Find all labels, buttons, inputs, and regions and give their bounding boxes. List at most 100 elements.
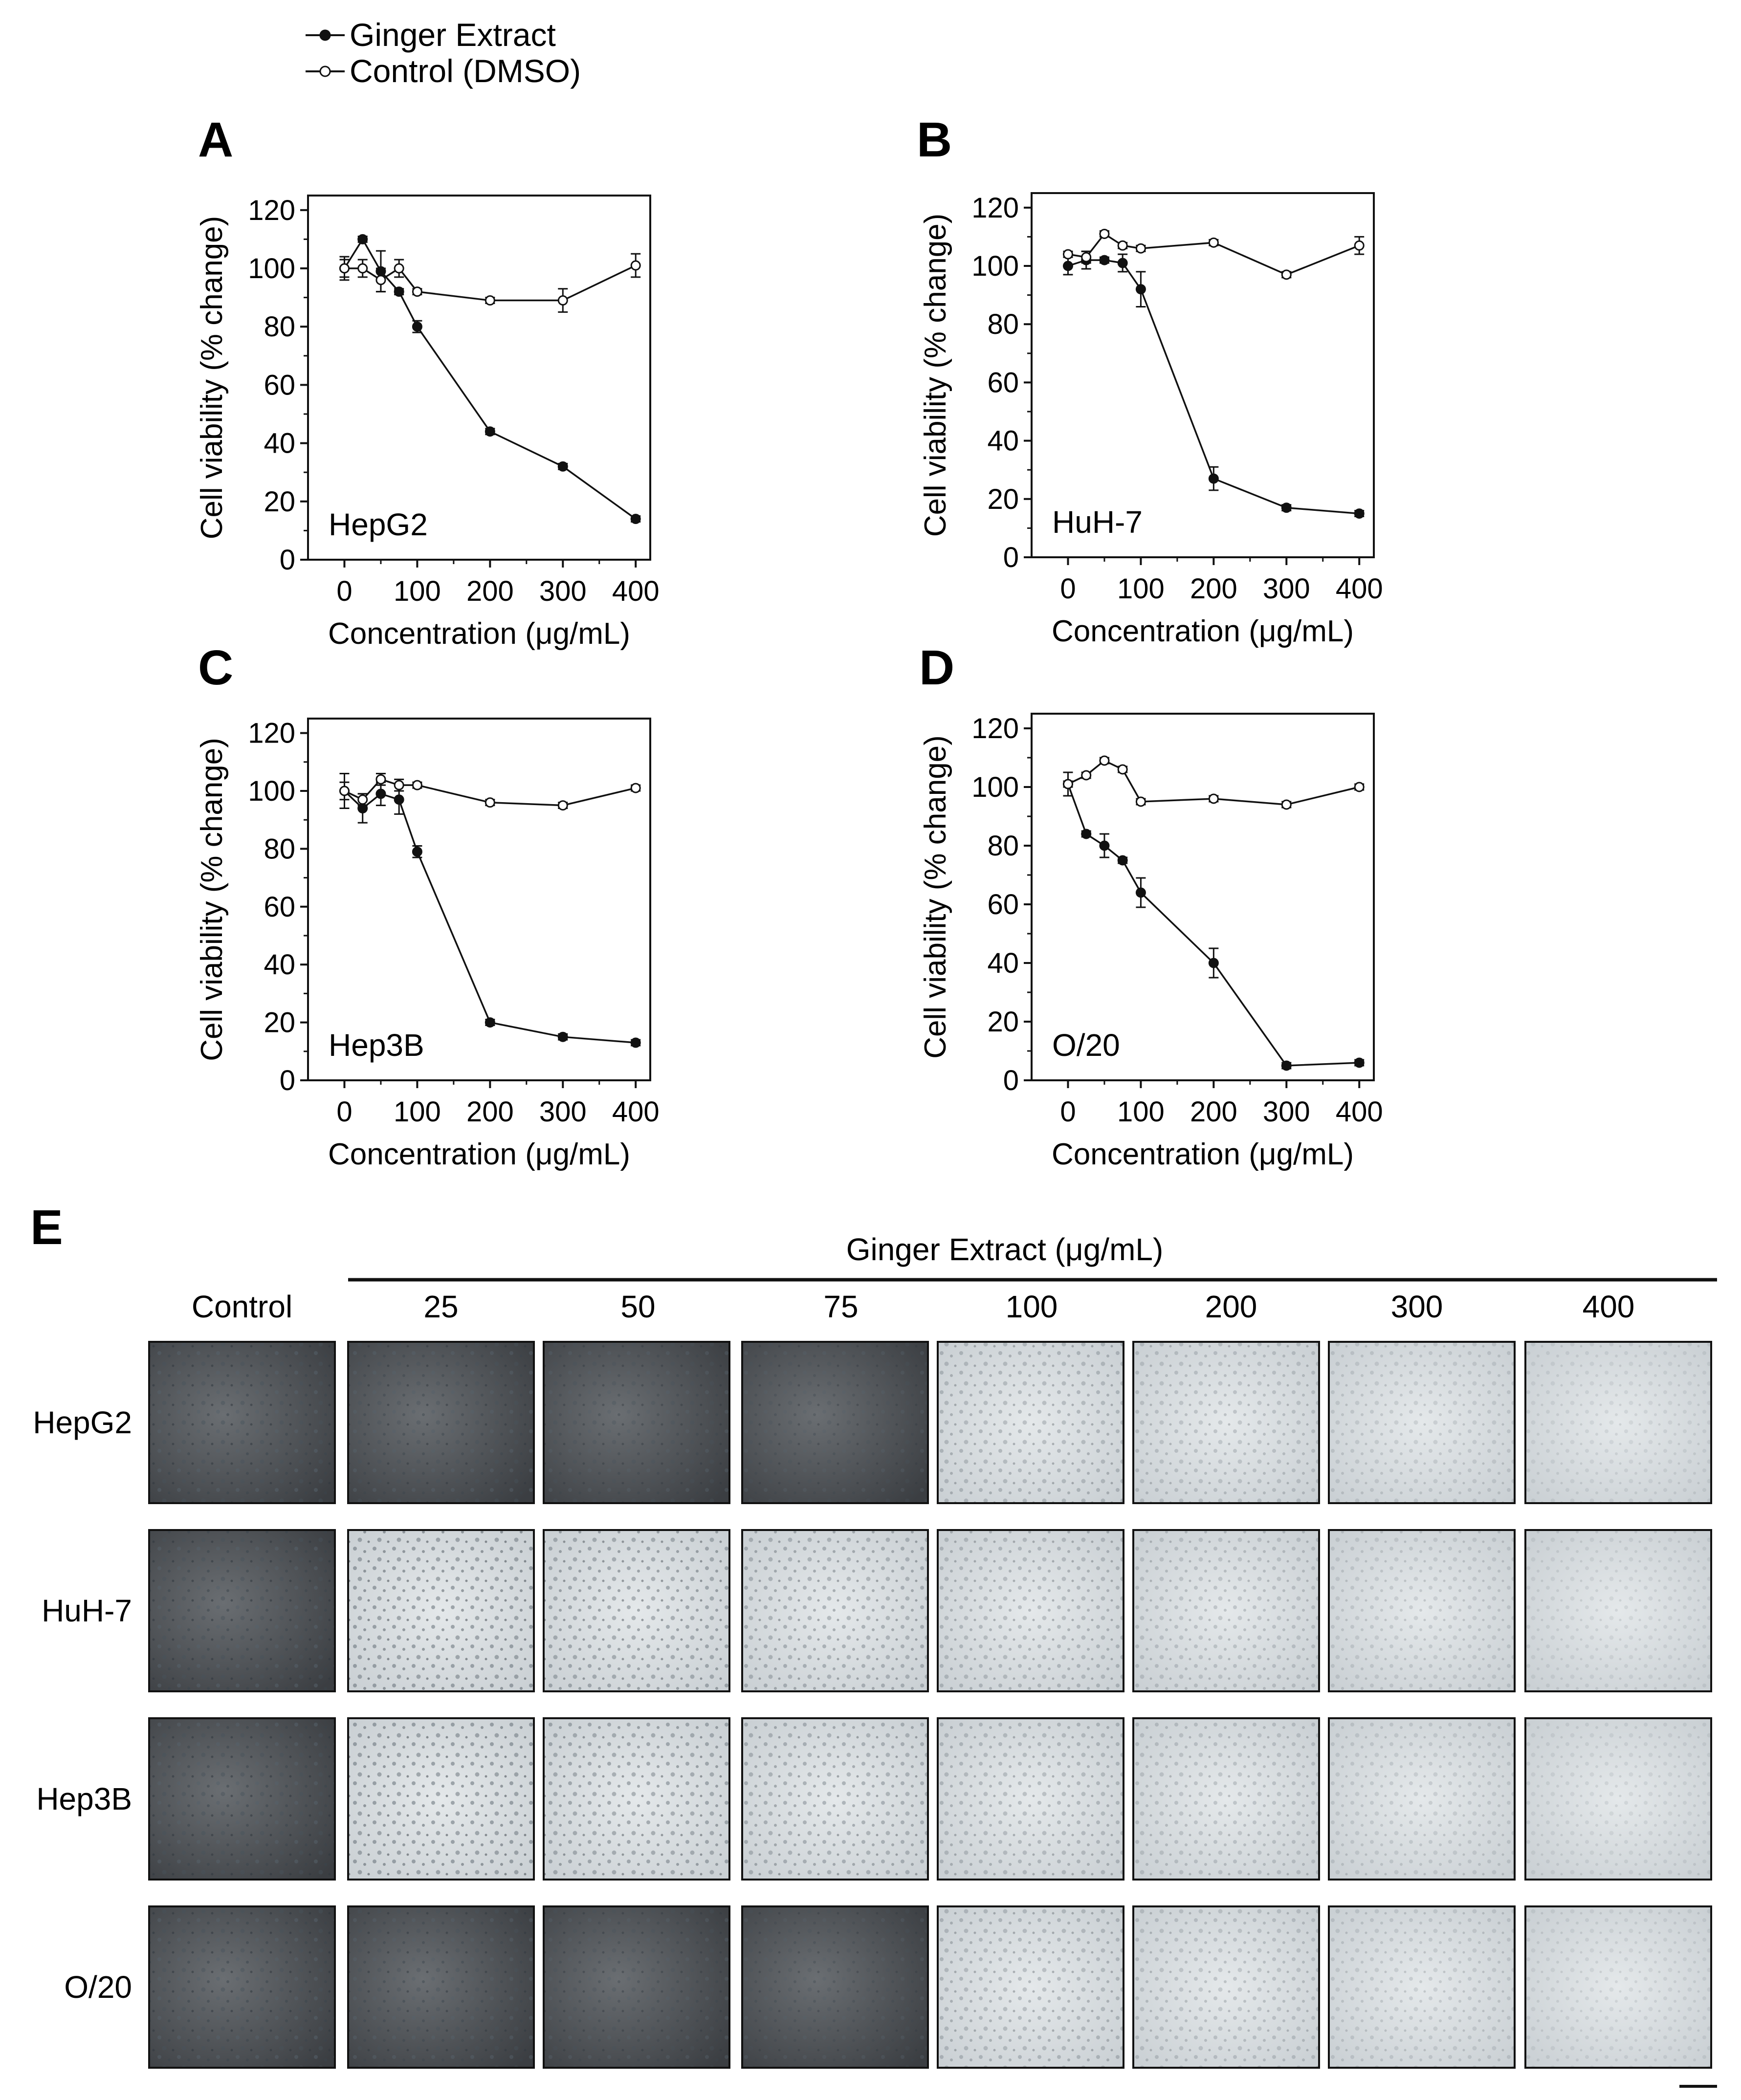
micrograph-frame	[1328, 1341, 1516, 1504]
series-line-ginger	[1067, 784, 1360, 1067]
legend: Ginger Extract Control (DMSO)	[306, 17, 581, 89]
micrograph-cells	[1525, 1906, 1711, 2068]
y-tick-label: 20	[987, 1006, 1019, 1038]
micrograph-frame	[1524, 1529, 1712, 1692]
row-label: HuH-7	[42, 1593, 132, 1628]
y-tick-label: 120	[971, 713, 1019, 744]
series-line-ginger	[343, 237, 637, 520]
micrograph-cells	[938, 1530, 1124, 1691]
y-axis-title: Cell viability (% change)	[195, 216, 229, 540]
x-tick-label: 200	[1190, 573, 1237, 605]
control-data-point	[1354, 240, 1365, 251]
chart-panel-A: A 0 20 40 60 80 100 120 0 100 200 300 400 Concentrati…	[195, 112, 660, 651]
micrograph-cells	[348, 1342, 534, 1503]
micrograph-cells	[1133, 1718, 1319, 1880]
micrograph-cells	[1133, 1530, 1319, 1691]
y-tick-label: 20	[264, 1007, 295, 1039]
micrograph-frame	[543, 1905, 730, 2069]
control-data-point	[557, 295, 568, 306]
micrograph-cells	[1329, 1906, 1515, 2068]
y-tick-label: 100	[248, 253, 295, 284]
micrograph-frame	[1132, 1905, 1320, 2069]
x-tick-label: 400	[1336, 1096, 1383, 1128]
row-label: Hep3B	[36, 1781, 132, 1816]
micrograph-frame	[1132, 1717, 1320, 1881]
micrograph-frame	[1524, 1341, 1712, 1504]
ginger-data-point	[630, 514, 641, 525]
x-axis-title: Concentration (μg/mL)	[328, 1138, 630, 1171]
y-tick-label: 120	[971, 192, 1019, 224]
x-tick-label: 300	[1263, 1096, 1310, 1128]
ginger-data-point	[630, 1037, 641, 1048]
control-data-point	[357, 794, 368, 805]
cell-line-label: Hep3B	[329, 1028, 424, 1063]
x-axis-title: Concentration (μg/mL)	[328, 617, 630, 651]
legend-ginger-label: Ginger Extract	[350, 17, 556, 53]
control-data-point	[1135, 796, 1146, 807]
y-tick-label: 120	[248, 718, 295, 749]
x-tick-label: 100	[1117, 573, 1165, 605]
x-tick-label: 300	[539, 1096, 587, 1128]
x-axis-title: Concentration (μg/mL)	[1052, 614, 1354, 648]
column-header: 100	[1006, 1289, 1058, 1324]
control-data-point	[1208, 237, 1219, 248]
control-data-point	[630, 783, 641, 793]
chart-panel-D: D 0 20 40 60 80 100 120 0 100 200 300 400 Concentrati…	[919, 640, 1383, 1171]
y-tick-label: 60	[987, 367, 1019, 398]
micrograph-frame	[1132, 1341, 1320, 1504]
y-tick-label: 0	[1003, 542, 1019, 573]
x-tick-label: 200	[466, 575, 514, 607]
micrograph-frame	[543, 1717, 730, 1881]
ginger-data-point	[1117, 258, 1128, 268]
micrograph-cells	[1329, 1530, 1515, 1691]
ginger-data-point	[394, 286, 404, 297]
control-data-point	[412, 780, 422, 790]
micrograph-cells	[1329, 1718, 1515, 1880]
ginger-data-point	[1281, 1060, 1292, 1071]
row-label: HepG2	[33, 1405, 132, 1440]
column-header: 25	[423, 1289, 458, 1324]
micrograph-grid: Control 25 50 75 100 200 300 400 HepG2 HuH-7 Hep3B…	[33, 1289, 1712, 2069]
control-data-point	[1099, 755, 1110, 766]
y-tick-label: 0	[280, 1065, 295, 1096]
plot-frame	[307, 718, 651, 1081]
control-data-point	[375, 275, 386, 285]
column-header: 300	[1391, 1289, 1443, 1324]
micrograph-cells	[149, 1530, 335, 1691]
y-tick-label: 80	[987, 308, 1019, 340]
y-tick-label: 0	[1003, 1065, 1019, 1096]
control-data-point	[1135, 243, 1146, 254]
micrograph-cells	[348, 1530, 534, 1691]
cell-line-label: HepG2	[329, 507, 428, 542]
control-data-point	[1354, 782, 1365, 792]
series-line-ginger	[344, 790, 636, 1044]
micrograph-cells	[348, 1718, 534, 1880]
micrograph-frame	[1132, 1529, 1320, 1692]
micrograph-cells	[348, 1906, 534, 2068]
y-tick-label: 0	[280, 544, 295, 576]
y-axis-title: Cell viability (% change)	[195, 738, 229, 1061]
micrograph-cells	[544, 1718, 729, 1880]
cell-line-label: O/20	[1052, 1028, 1120, 1063]
panel-label-D: D	[919, 640, 954, 695]
y-axis-title: Cell viability (% change)	[919, 214, 952, 537]
ginger-data-point	[357, 234, 368, 244]
ginger-data-point	[1081, 829, 1092, 839]
x-tick-label: 0	[1060, 573, 1076, 605]
micrograph-cells	[544, 1906, 729, 2068]
control-data-point	[394, 263, 404, 274]
control-data-point	[339, 263, 350, 274]
micrograph-frame	[937, 1717, 1124, 1881]
ginger-data-point	[1208, 473, 1219, 484]
y-tick-label: 60	[987, 889, 1019, 920]
column-header: Control	[192, 1289, 292, 1324]
control-data-point	[485, 797, 495, 808]
micrograph-frame	[543, 1529, 730, 1692]
panel-label-A: A	[198, 112, 233, 167]
cell-line-label: HuH-7	[1052, 504, 1143, 540]
panel-label-E: E	[30, 1200, 63, 1255]
x-tick-label: 200	[466, 1096, 514, 1128]
ginger-data-point	[557, 461, 568, 472]
y-tick-label: 40	[264, 949, 295, 981]
